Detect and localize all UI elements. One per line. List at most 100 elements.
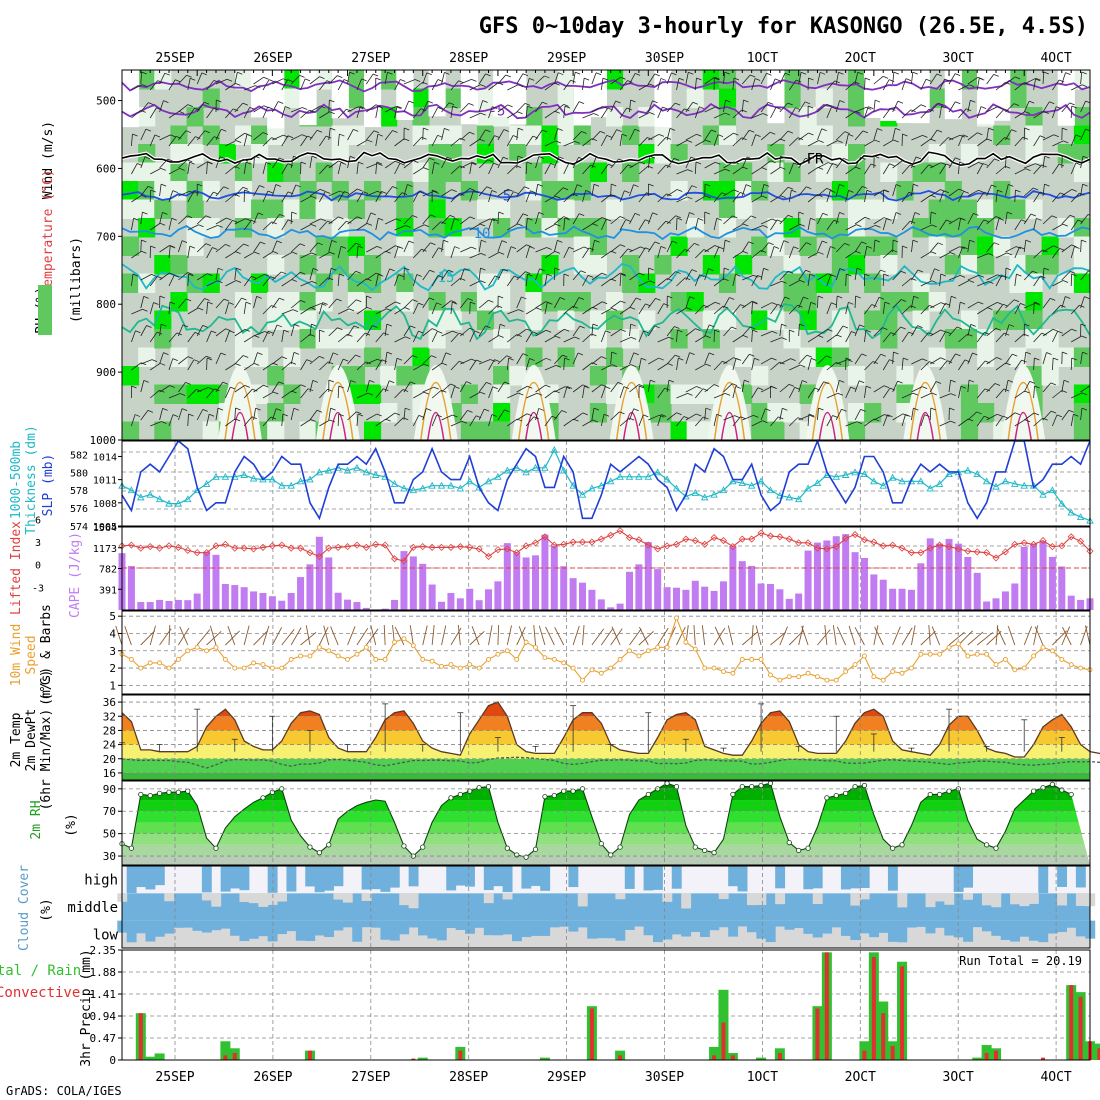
wind-barb — [290, 271, 301, 281]
wind-barb-flag — [669, 128, 676, 131]
cloud-mid-cell — [615, 893, 626, 900]
wind-barb — [525, 392, 538, 399]
date-label-bottom: 25SEP — [155, 1070, 194, 1085]
cape-bar — [860, 557, 868, 610]
thickness-point — [569, 481, 577, 489]
wind-barb-flag — [950, 252, 956, 255]
wind-barb-flag — [1062, 280, 1069, 283]
wind-barb — [375, 308, 387, 315]
wind-barb-flag — [1081, 84, 1088, 88]
wind-barb-flag — [988, 253, 994, 256]
cloud-low-cell — [709, 920, 720, 931]
rh-cell — [1057, 273, 1075, 293]
wind-barb — [488, 106, 493, 119]
wind-barb — [930, 189, 941, 197]
wind-barb — [873, 76, 884, 85]
wind-barb — [196, 130, 206, 141]
wind-barb — [591, 408, 595, 421]
wind-barb — [196, 243, 207, 253]
wind-barb-flag — [330, 127, 336, 131]
thickness-point — [456, 484, 465, 492]
wind-barb — [1042, 215, 1053, 225]
wind-barb — [1052, 331, 1059, 343]
rh-cell — [315, 329, 333, 349]
contour-label: 20 — [364, 314, 381, 330]
wind-barb-flag — [340, 161, 347, 165]
wind-barb-flag — [935, 381, 942, 384]
wind-barb-flag — [671, 240, 678, 244]
thickness-tick: 574 — [70, 522, 88, 533]
wind-barb-flag — [839, 268, 845, 271]
cape-bar — [588, 589, 596, 610]
wind-barb — [892, 351, 894, 365]
wind-barb — [262, 106, 269, 119]
wind-barb — [1080, 408, 1083, 421]
wind-barb — [441, 240, 444, 253]
wind-barb-flag — [147, 410, 154, 413]
wind-barb-flag — [834, 80, 840, 84]
rh-band — [122, 844, 1090, 857]
wind-barb — [431, 107, 439, 119]
wind-barb — [572, 270, 582, 281]
barb-10m — [600, 628, 614, 646]
wind-barb — [413, 136, 422, 147]
cloud-mid-cell — [897, 893, 908, 908]
wind-barb — [666, 380, 670, 393]
wind-barb-flag — [1005, 165, 1011, 169]
cloud-low-cell — [465, 920, 475, 934]
wind-barb-flag — [844, 131, 850, 134]
rh-cell — [864, 310, 882, 330]
hot-contour — [720, 412, 739, 440]
wind-barb-flag — [479, 138, 485, 142]
barb-10m — [986, 630, 1002, 646]
wind-barb — [976, 415, 985, 427]
wind-barb-flag — [242, 102, 248, 106]
wind-barb-flag — [357, 216, 363, 220]
wind-barb — [845, 250, 856, 259]
contour-label: 15 — [438, 270, 455, 286]
wind-barb-flag — [650, 379, 656, 383]
wind-barb — [685, 72, 689, 85]
wind-barb-flag — [735, 273, 741, 277]
wind-barb — [375, 218, 379, 231]
cloud-high-cell — [540, 866, 551, 891]
wind-barb-flag — [360, 106, 366, 109]
wind-barb-flag — [485, 325, 491, 329]
wind-barb — [694, 388, 704, 399]
rh-point — [843, 790, 849, 796]
wind-barb-flag — [880, 353, 886, 357]
wind-barb-flag — [1004, 137, 1010, 140]
cape-bar — [748, 565, 756, 610]
barb-10m — [271, 627, 283, 646]
wind-barb — [460, 358, 472, 365]
wind-barb — [196, 355, 207, 365]
wind-barb-flag — [441, 362, 448, 366]
wind-barb-flag — [709, 324, 715, 328]
wind-speed-point — [533, 644, 538, 650]
wind-barb-flag — [469, 131, 475, 135]
wind-barb — [1005, 184, 1009, 197]
wind-barb-flag — [1062, 351, 1068, 355]
wind-barb — [168, 393, 181, 399]
wind-barb — [732, 109, 743, 119]
wind-barb — [995, 190, 998, 203]
cloud-mid-cell — [850, 893, 861, 906]
wind-barb-flag — [181, 408, 188, 411]
wind-barb — [920, 361, 930, 371]
wind-barb — [695, 139, 706, 147]
wind-barb-flag — [281, 356, 288, 360]
lifted-index-point — [682, 535, 690, 543]
li-tick: 0 — [35, 561, 41, 572]
cape-bar — [644, 542, 652, 610]
wind-barb-flag — [634, 212, 641, 216]
wind-barb-flag — [1069, 214, 1076, 218]
wind-barb — [695, 363, 706, 371]
wind-barb — [685, 413, 697, 421]
cape-bar — [391, 599, 399, 610]
wind-barb-flag — [309, 334, 316, 337]
rh-cell — [283, 88, 301, 108]
wind-barb-flag — [230, 386, 236, 390]
barb-10m — [591, 628, 605, 646]
wind-barb — [1005, 129, 1012, 141]
wind-barb — [911, 240, 914, 253]
